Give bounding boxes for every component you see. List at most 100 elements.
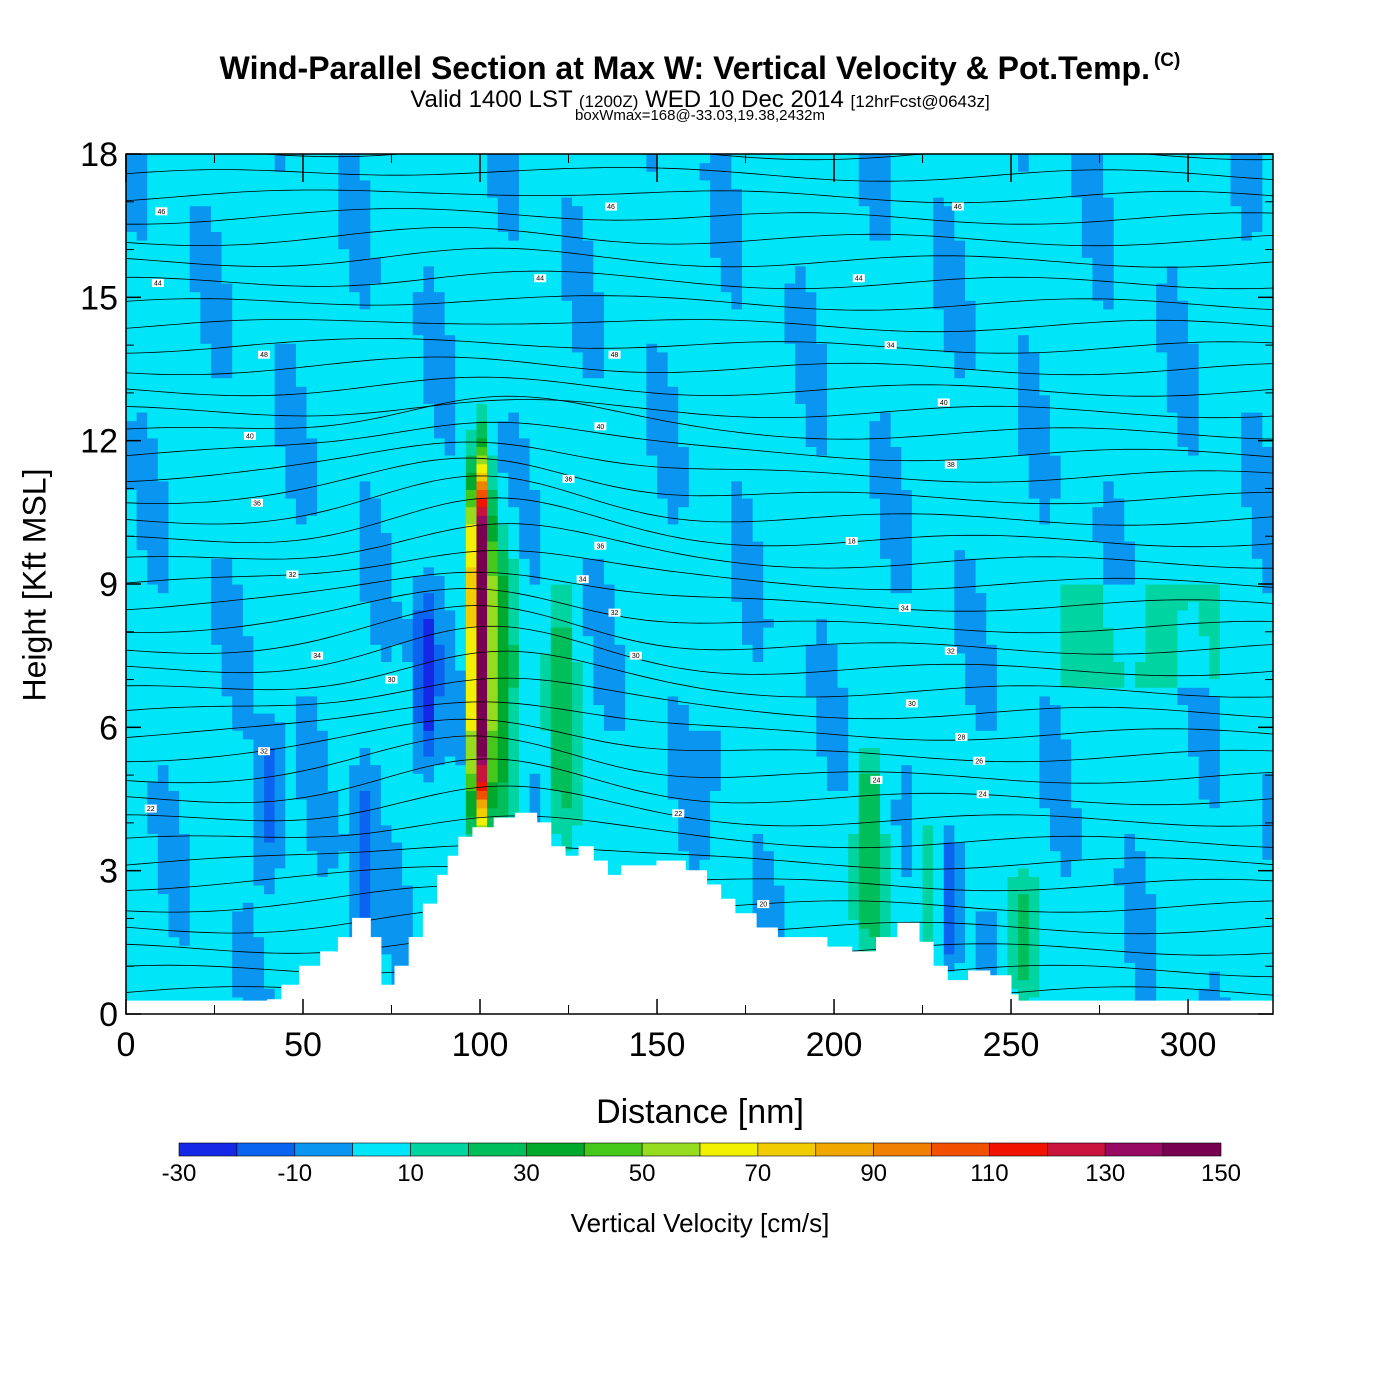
velocity-cell <box>253 326 265 336</box>
velocity-cell <box>465 188 478 198</box>
velocity-cell <box>285 756 297 766</box>
velocity-cell <box>550 369 563 379</box>
velocity-cell <box>349 738 361 748</box>
velocity-cell <box>338 850 350 860</box>
velocity-cell <box>370 893 382 903</box>
velocity-cell <box>306 876 318 886</box>
velocity-cell <box>497 403 509 413</box>
velocity-cell <box>327 824 340 834</box>
velocity-cell <box>561 730 573 740</box>
velocity-cell <box>338 790 350 800</box>
velocity-cell <box>210 506 223 516</box>
velocity-cell <box>540 807 552 817</box>
velocity-cell <box>147 670 159 680</box>
velocity-cell <box>540 197 552 207</box>
velocity-cell <box>465 455 478 465</box>
velocity-cell <box>126 489 138 499</box>
velocity-cell <box>274 412 286 422</box>
velocity-cell <box>221 429 233 439</box>
velocity-cell <box>572 842 584 852</box>
velocity-cell <box>465 661 478 671</box>
velocity-cell <box>572 334 584 344</box>
velocity-cell <box>497 274 509 284</box>
velocity-cell <box>359 670 371 680</box>
velocity-cell <box>295 360 308 370</box>
velocity-cell <box>487 644 499 654</box>
velocity-cell <box>232 627 244 637</box>
velocity-cell <box>603 756 616 766</box>
velocity-cell <box>476 334 488 344</box>
velocity-cell <box>327 403 340 413</box>
velocity-cell <box>210 867 223 877</box>
velocity-cell <box>370 790 382 800</box>
velocity-cell <box>349 214 361 224</box>
velocity-cell <box>423 807 435 817</box>
velocity-cell <box>465 351 478 361</box>
velocity-cell <box>200 756 212 766</box>
velocity-cell <box>603 584 616 594</box>
velocity-cell <box>179 351 191 361</box>
velocity-cell <box>423 601 435 611</box>
velocity-cell <box>253 334 265 344</box>
velocity-cell <box>561 369 573 379</box>
velocity-cell <box>444 558 456 568</box>
velocity-cell <box>370 566 382 576</box>
velocity-cell <box>359 910 371 920</box>
velocity-cell <box>635 317 647 327</box>
velocity-cell <box>540 489 552 499</box>
velocity-cell <box>327 876 340 886</box>
velocity-cell <box>136 747 148 757</box>
velocity-cell <box>540 343 552 353</box>
velocity-cell <box>200 876 212 886</box>
velocity-cell <box>210 850 223 860</box>
velocity-cell <box>423 549 435 559</box>
velocity-cell <box>295 601 308 611</box>
velocity-cell <box>455 678 467 688</box>
velocity-cell <box>412 833 424 843</box>
velocity-cell <box>572 764 584 774</box>
velocity-cell <box>561 695 573 705</box>
velocity-cell <box>380 644 393 654</box>
velocity-cell <box>232 773 244 783</box>
velocity-cell <box>370 859 382 869</box>
velocity-cell <box>508 291 520 301</box>
velocity-cell <box>253 412 265 422</box>
velocity-cell <box>264 928 276 938</box>
velocity-cell <box>540 154 552 164</box>
velocity-cell <box>264 584 276 594</box>
velocity-cell <box>232 549 244 559</box>
velocity-cell <box>487 308 499 318</box>
velocity-cell <box>179 773 191 783</box>
velocity-cell <box>274 704 286 714</box>
chart-subtitle: Valid 1400 LST (1200Z) WED 10 Dec 2014 [… <box>0 86 1400 114</box>
velocity-cell <box>380 575 393 585</box>
velocity-cell <box>635 738 647 748</box>
velocity-cell <box>550 403 563 413</box>
velocity-cell <box>359 308 371 318</box>
velocity-cell <box>349 463 361 473</box>
velocity-cell <box>529 360 541 370</box>
velocity-cell <box>136 652 148 662</box>
velocity-cell <box>497 489 509 499</box>
velocity-cell <box>444 369 456 379</box>
velocity-cell <box>582 455 594 465</box>
velocity-cell <box>561 850 573 860</box>
velocity-cell <box>625 713 637 723</box>
velocity-cell <box>540 756 552 766</box>
velocity-cell <box>264 412 276 422</box>
velocity-cell <box>349 575 361 585</box>
velocity-cell <box>635 799 647 809</box>
velocity-cell <box>274 833 286 843</box>
velocity-cell <box>380 584 393 594</box>
velocity-cell <box>338 910 350 920</box>
velocity-cell <box>253 360 265 370</box>
velocity-cell <box>157 627 170 637</box>
velocity-cell <box>317 618 329 628</box>
velocity-cell <box>200 859 212 869</box>
velocity-cell <box>285 403 297 413</box>
velocity-cell <box>264 713 276 723</box>
velocity-cell <box>529 377 541 387</box>
velocity-cell <box>402 205 414 215</box>
velocity-cell <box>465 515 478 525</box>
velocity-cell <box>476 816 488 826</box>
